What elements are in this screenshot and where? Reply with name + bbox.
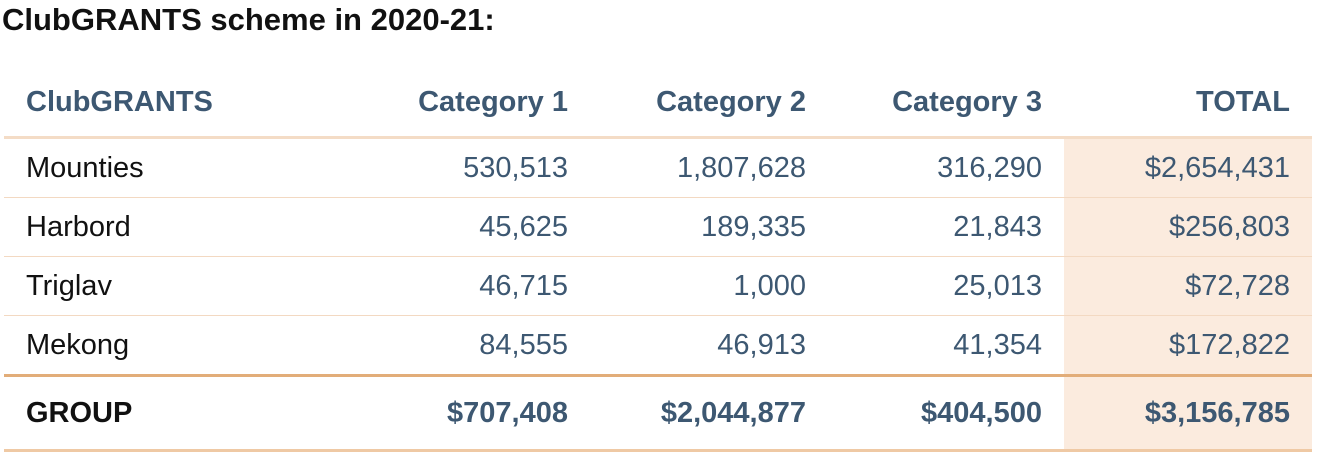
group-grand-total: $3,156,785 — [1064, 375, 1312, 452]
group-category-3: $404,500 — [828, 375, 1064, 452]
row-label: Triglav — [4, 256, 334, 316]
cell-total: $256,803 — [1064, 197, 1312, 257]
row-label: Harbord — [4, 197, 334, 257]
group-category-2: $2,044,877 — [590, 375, 828, 452]
column-header-category-1: Category 1 — [334, 68, 590, 139]
cell-total: $172,822 — [1064, 315, 1312, 377]
page-title: ClubGRANTS scheme in 2020-21: — [2, 2, 495, 37]
cell-category-2: 1,000 — [590, 256, 828, 316]
column-header-category-2: Category 2 — [590, 68, 828, 139]
table-row: Triglav 46,715 1,000 25,013 $72,728 — [4, 256, 1312, 316]
cell-category-2: 1,807,628 — [590, 137, 828, 198]
cell-category-2: 189,335 — [590, 197, 828, 257]
column-header-category-3: Category 3 — [828, 68, 1064, 139]
group-total-row: GROUP $707,408 $2,044,877 $404,500 $3,15… — [4, 375, 1312, 452]
cell-category-1: 45,625 — [334, 197, 590, 257]
cell-total: $2,654,431 — [1064, 137, 1312, 198]
cell-category-3: 21,843 — [828, 197, 1064, 257]
cell-total: $72,728 — [1064, 256, 1312, 316]
row-label: Mounties — [4, 137, 334, 198]
group-category-1: $707,408 — [334, 375, 590, 452]
table-row: Mekong 84,555 46,913 41,354 $172,822 — [4, 315, 1312, 377]
header-row: ClubGRANTS Category 1 Category 2 Categor… — [4, 68, 1312, 139]
clubgrants-table: ClubGRANTS Category 1 Category 2 Categor… — [4, 68, 1312, 452]
cell-category-3: 316,290 — [828, 137, 1064, 198]
cell-category-3: 25,013 — [828, 256, 1064, 316]
table-row: Harbord 45,625 189,335 21,843 $256,803 — [4, 197, 1312, 257]
column-header-total: TOTAL — [1064, 68, 1312, 139]
cell-category-1: 46,715 — [334, 256, 590, 316]
group-label: GROUP — [4, 375, 334, 452]
cell-category-1: 84,555 — [334, 315, 590, 377]
table-row: Mounties 530,513 1,807,628 316,290 $2,65… — [4, 137, 1312, 198]
row-label: Mekong — [4, 315, 334, 377]
cell-category-1: 530,513 — [334, 137, 590, 198]
cell-category-3: 41,354 — [828, 315, 1064, 377]
column-header-clubgrants: ClubGRANTS — [4, 68, 334, 139]
cell-category-2: 46,913 — [590, 315, 828, 377]
